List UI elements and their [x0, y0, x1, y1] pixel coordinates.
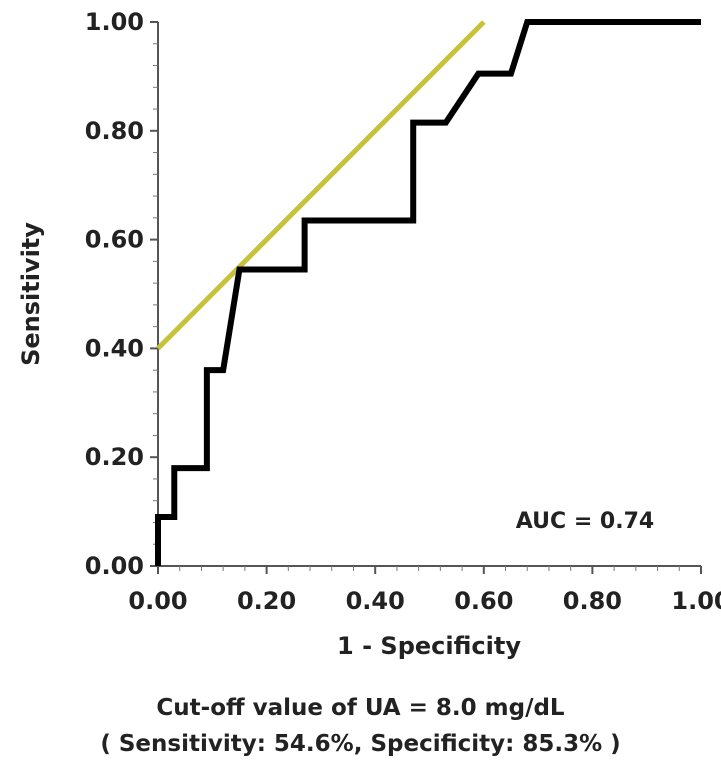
x-tick-label: 0.60 [454, 587, 513, 615]
cutoff-caption-line1: Cut-off value of UA = 8.0 mg/dL [156, 695, 565, 721]
y-tick-label: 0.60 [85, 226, 144, 254]
y-tick-label: 0.40 [85, 334, 144, 362]
y-tick-label: 0.00 [85, 552, 144, 580]
x-tick-label: 1.00 [671, 587, 721, 615]
cutoff-tangent-line [156, 20, 486, 351]
x-tick-label: 0.00 [128, 587, 187, 615]
y-tick-label: 1.00 [85, 8, 144, 36]
x-tick-label: 0.40 [346, 587, 405, 615]
cutoff-caption-line2: ( Sensitivity: 54.6%, Specificity: 85.3%… [100, 731, 621, 757]
x-tick-label: 0.80 [563, 587, 622, 615]
ticks: 0.00 0.20 0.40 0.60 0.80 1.00 0.00 0.20 0.40 0.60… [85, 8, 721, 615]
y-tick-label: 0.20 [85, 443, 144, 471]
x-tick-label: 0.20 [237, 587, 296, 615]
y-tick-label: 0.80 [85, 117, 144, 145]
series-lines [155, 19, 701, 566]
auc-annotation: AUC = 0.74 [516, 509, 654, 534]
axes [157, 22, 701, 567]
y-axis-title: Sensitivity [17, 222, 45, 366]
roc-curve-line [155, 19, 701, 566]
x-axis-title: 1 - Specificity [337, 632, 521, 660]
